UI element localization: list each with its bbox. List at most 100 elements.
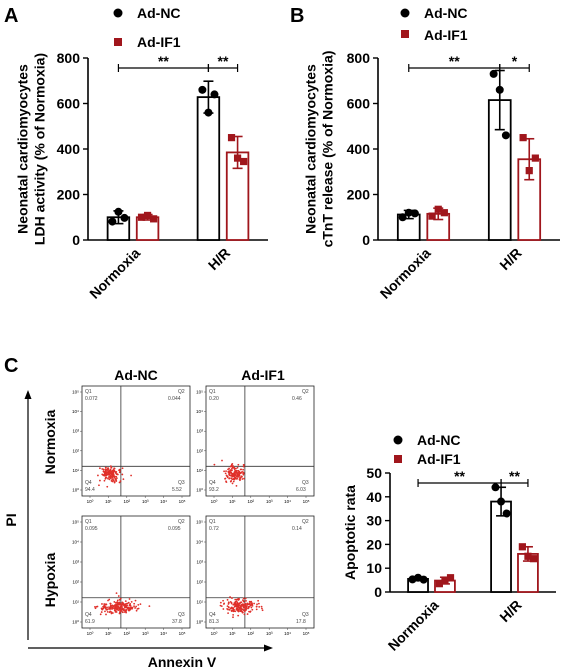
flow-dot [232,616,234,619]
flow-dot [118,602,121,605]
flow-dot [115,611,118,613]
data-point [198,85,207,94]
flow-dot [237,597,240,600]
chart-c: 0 10 20 30 40 50 Apoptotic rata Normoxia H/R ** ** [342,465,556,654]
y-tick-label: 30 [366,513,382,529]
flow-row-label-hypoxia: Hypoxia [42,553,58,608]
data-point [404,208,413,217]
flow-dot [107,473,110,476]
flow-dot [235,605,237,608]
flow-dot [112,472,115,475]
panel-label-c: C [4,355,18,377]
flow-q1-label: Q1 [85,519,92,525]
flow-q2-label: Q2 [302,389,309,395]
flow-x-tick-label: 10⁵ [179,631,186,636]
flow-dot [100,611,103,613]
flow-dot [242,465,245,468]
flow-y-tick-label: 10⁰ [196,620,203,625]
flow-dot [108,471,111,474]
flow-dot [220,605,223,608]
flow-q1-label: Q1 [209,389,216,395]
flow-dot [121,607,124,610]
flow-y-tick-label: 10⁰ [72,620,79,625]
data-point [525,167,533,175]
flow-dot [130,474,132,477]
legend-c-ad-nc-label: Ad-NC [417,432,461,448]
flow-dot [125,602,128,605]
flow-dot [255,608,258,611]
flow-dot [236,472,239,475]
flow-dot [231,469,233,472]
flow-dot [243,613,246,616]
flow-dot [245,605,248,607]
flow-dot [230,609,233,612]
data-point [441,576,449,585]
flow-x-tick-label: 10³ [142,499,149,504]
flow-dot [227,603,230,605]
flow-dot [128,609,131,612]
flow-dot [239,477,242,480]
flow-dot [234,477,237,480]
flow-dot [115,592,118,595]
flow-dot [242,600,245,603]
flow-dot [241,470,244,473]
y-tick-label: 20 [366,536,382,552]
flow-dot [235,598,238,601]
flow-dot [128,598,131,600]
flow-dot [229,469,232,471]
flow-dot [241,603,244,606]
flow-dot [236,466,239,469]
flow-dot [227,608,229,611]
flow-dot [110,480,113,482]
flow-dot [111,470,114,472]
flow-y-tick-label: 10⁵ [72,390,79,395]
flow-dot [241,599,244,601]
flow-y-tick-label: 10³ [196,429,203,434]
flow-dot [251,602,253,605]
data-point [143,211,152,220]
flow-dot [245,608,247,611]
flow-q2-value: 0.46 [292,396,302,402]
significance-label: ** [449,53,460,69]
data-point [501,131,510,140]
flow-dot [104,477,107,480]
flow-dot [106,610,109,613]
flow-y-tick-label: 10⁰ [196,488,203,493]
y-tick-label: 0 [362,232,370,248]
flow-x-tick-label: 10⁰ [211,499,218,504]
flow-dot [245,599,247,602]
flow-col-header-ad-if1: Ad-IF1 [241,367,285,383]
flow-dot [225,475,228,477]
flow-dot [109,611,111,613]
flow-dot [109,465,112,468]
data-point [419,575,428,584]
flow-dot [128,604,131,607]
flow-x-tick-label: 10⁵ [303,631,310,636]
flow-dot [223,602,226,605]
flow-x-tick-label: 10³ [266,499,273,504]
flow-dot [137,607,140,610]
flow-dot [102,605,104,608]
flow-dot [95,605,98,608]
flow-dot [237,610,240,613]
flow-x-arrow-head [264,644,273,652]
flow-dot [106,485,109,488]
flow-dot [117,595,120,597]
flow-q2-label: Q2 [302,519,309,525]
flow-dot [231,466,234,469]
y-tick-label: 0 [72,232,80,248]
flow-dot [99,467,101,470]
flow-dot [99,479,101,482]
flow-dot [243,609,245,612]
flow-dot [237,605,240,608]
y-tick-label: 0 [374,584,382,600]
flow-q3-label: Q3 [302,612,309,618]
data-point [495,85,504,94]
data-point [434,205,442,213]
flow-dot [110,466,113,469]
flow-dot [112,478,114,480]
y-tick-label: 200 [57,187,81,203]
